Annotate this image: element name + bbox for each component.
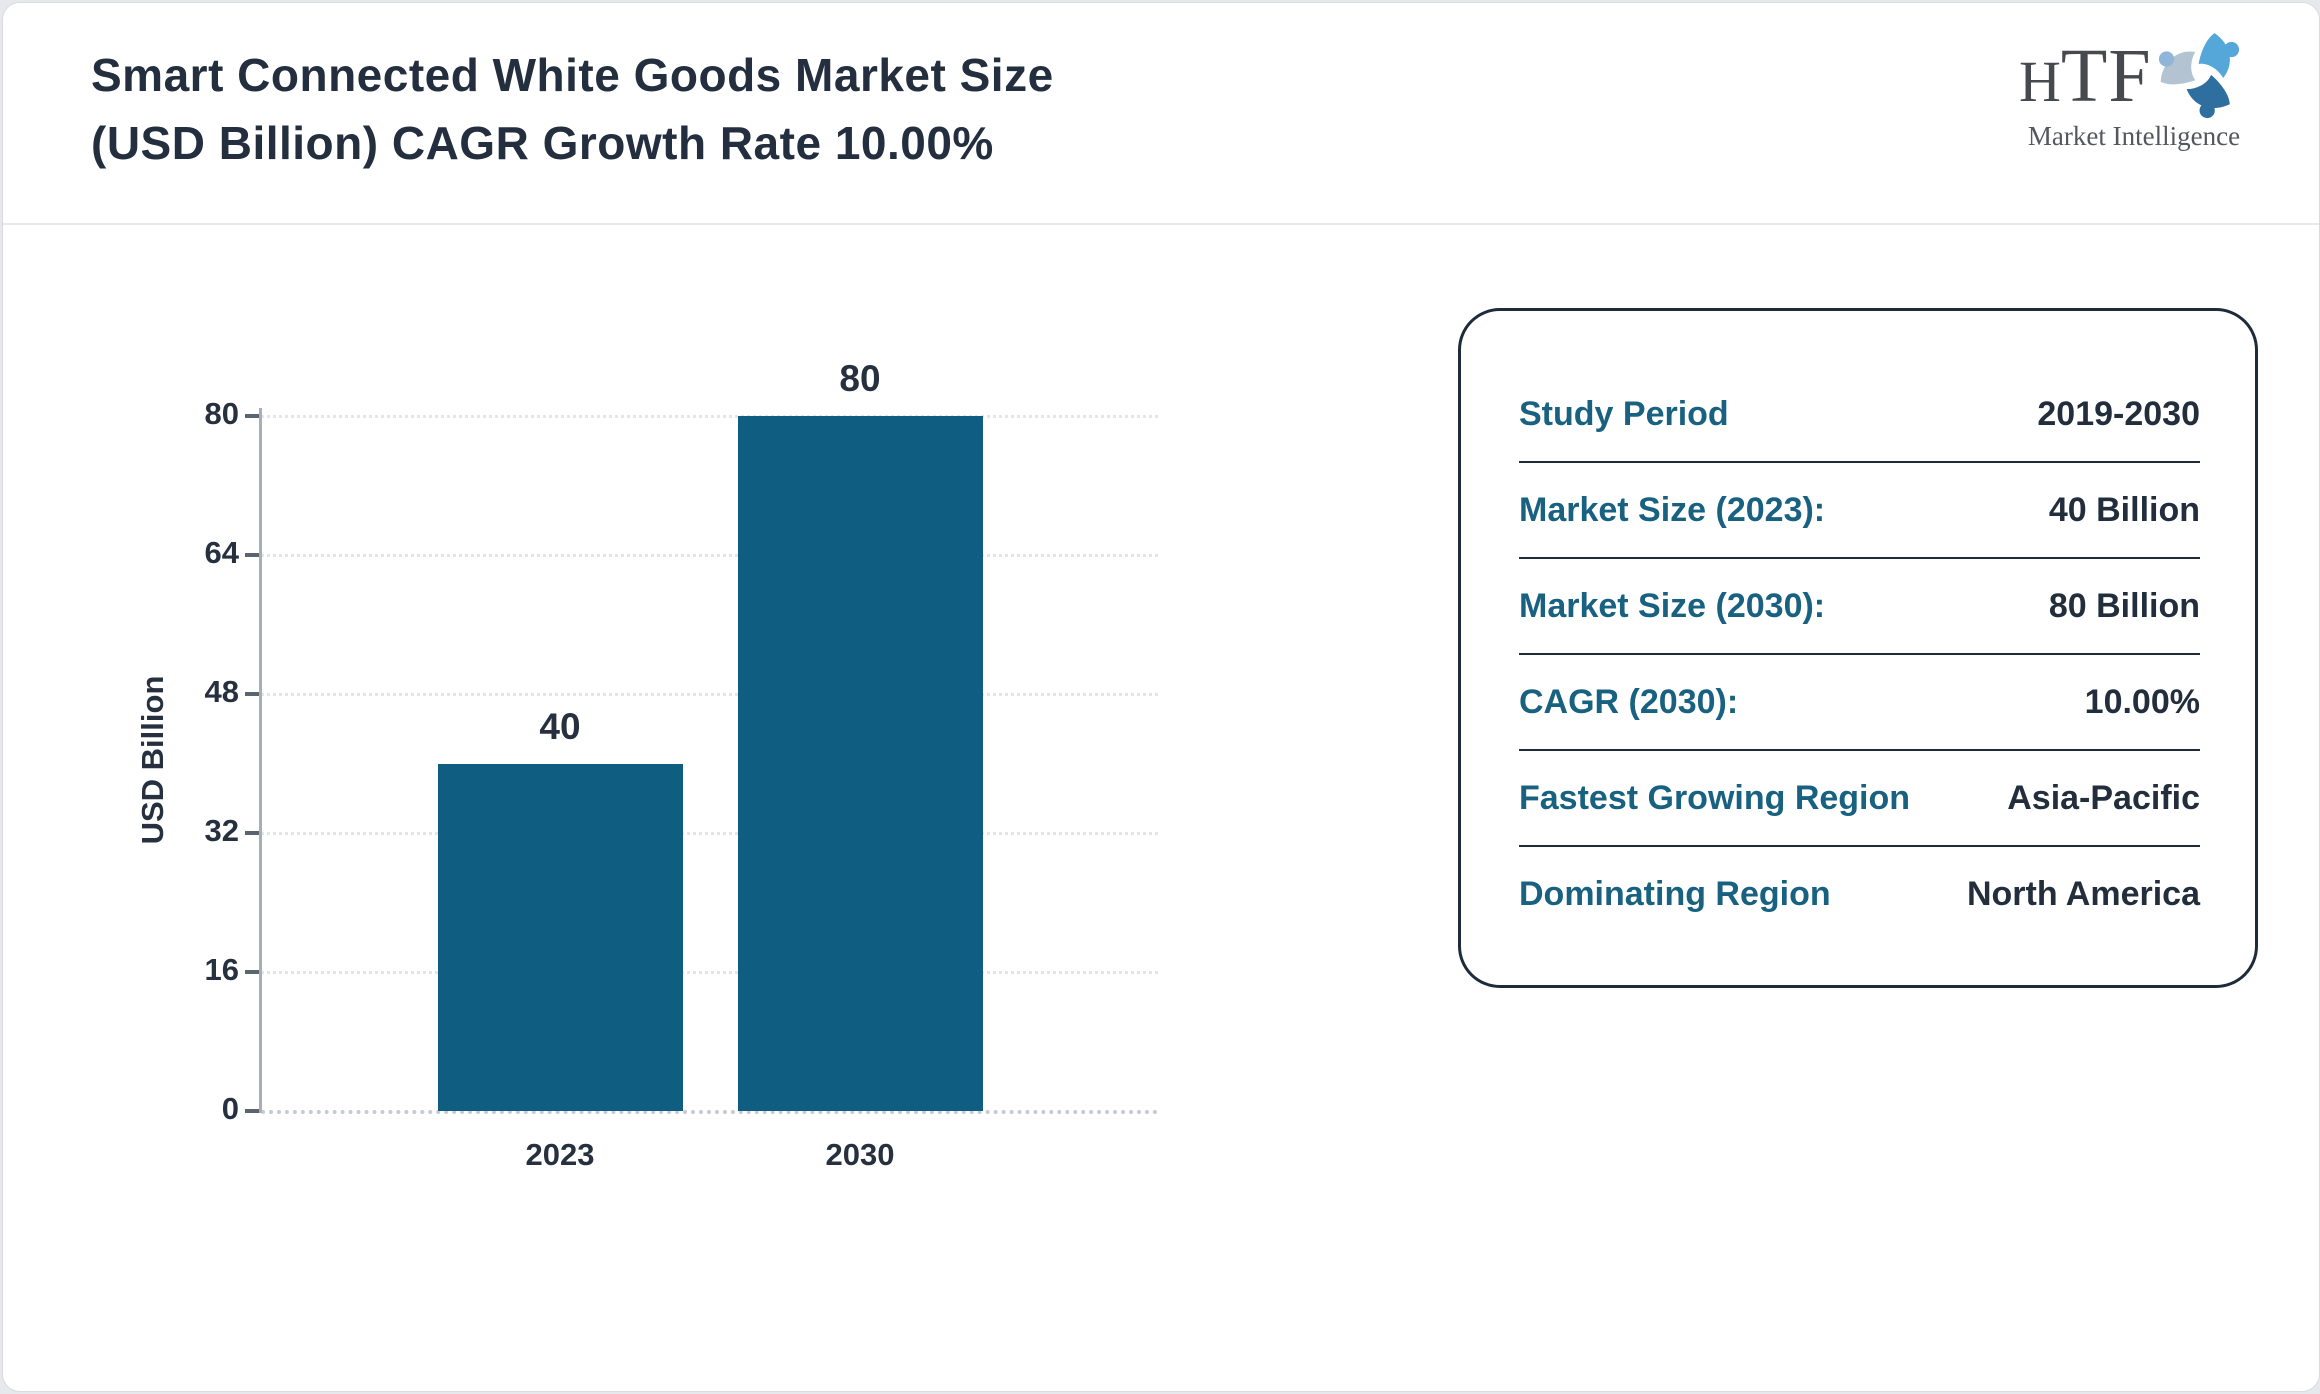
- y-tick-32: [245, 831, 261, 835]
- info-row-value: 80 Billion: [2048, 586, 2200, 625]
- htf-logo-letters-tf: TF: [2060, 33, 2152, 118]
- info-row-3: Market Size (2030): 80 Billion: [1519, 559, 2200, 655]
- htf-logo-wordmark: H TF: [2019, 33, 2152, 120]
- info-row-label: Market Size (2030):: [1519, 586, 1826, 625]
- header: Smart Connected White Goods Market Size …: [3, 3, 2319, 225]
- info-row-4: CAGR (2030): 10.00%: [1519, 655, 2200, 751]
- gridline-16: [261, 971, 1158, 974]
- bar-2023: [437, 763, 683, 1111]
- x-tick-label-2030: 2030: [825, 1137, 895, 1172]
- info-row-value: 10.00%: [2084, 682, 2200, 721]
- x-tick-label-2023: 2023: [525, 1137, 595, 1172]
- info-row-label: CAGR (2030):: [1519, 682, 1739, 721]
- htf-logo: H TF: [2019, 31, 2249, 152]
- y-tick-label-32: 32: [204, 813, 239, 848]
- info-panel-rows: Study Period 2019-2030 Market Size (2023):…: [1519, 367, 2200, 941]
- three-figures-swirl-icon: [2158, 33, 2239, 119]
- y-tick-48: [245, 692, 261, 696]
- info-row-value: North America: [1966, 874, 2200, 913]
- info-row-6: Dominating Region North America: [1519, 847, 2200, 941]
- htf-logo-letter-h: H: [2019, 48, 2061, 114]
- info-row-5: Fastest Growing Region Asia-Pacific: [1519, 751, 2200, 847]
- info-row-label: Fastest Growing Region: [1519, 778, 1911, 817]
- y-tick-label-80: 80: [204, 396, 239, 431]
- htf-logo-top: H TF: [2019, 31, 2249, 121]
- info-row-value: Asia-Pacific: [2007, 778, 2200, 817]
- y-tick-label-48: 48: [204, 674, 239, 709]
- info-row-2: Market Size (2023): 40 Billion: [1519, 463, 2200, 559]
- y-tick-label-0: 0: [221, 1091, 239, 1126]
- y-tick-label-64: 64: [204, 535, 239, 570]
- page-title-line2: (USD Billion) CAGR Growth Rate 10.00%: [91, 117, 994, 169]
- bar-2030: [737, 416, 983, 1111]
- y-tick-16: [245, 970, 261, 974]
- bar-value-2023: 40: [539, 705, 581, 747]
- y-tick-0: [245, 1109, 261, 1113]
- info-row-value: 40 Billion: [2048, 490, 2200, 529]
- info-row-label: Study Period: [1519, 394, 1729, 433]
- gridline-32: [261, 832, 1158, 835]
- y-tick-64: [245, 553, 261, 557]
- gridline-48: [261, 693, 1158, 696]
- info-row-value: 2019-2030: [2037, 394, 2200, 433]
- bar-chart: USD Billion 0 16 32 48 64 80 40 2023 80 2030: [3, 3, 2319, 1391]
- gridline-0: [261, 1110, 1158, 1114]
- info-row-label: Market Size (2023):: [1519, 490, 1826, 529]
- y-tick-80: [245, 414, 261, 418]
- y-axis-line: [259, 408, 262, 1113]
- y-tick-label-16: 16: [204, 952, 239, 987]
- page-title-line1: Smart Connected White Goods Market Size: [91, 49, 1054, 101]
- gridline-80: [261, 415, 1158, 418]
- bar-value-2030: 80: [839, 358, 881, 399]
- info-panel: Study Period 2019-2030 Market Size (2023):…: [1458, 308, 2258, 988]
- info-row-label: Dominating Region: [1519, 874, 1831, 913]
- gridline-64: [261, 554, 1158, 557]
- page-title: Smart Connected White Goods Market Size …: [91, 41, 1054, 177]
- y-axis-title: USD Billion: [135, 675, 170, 844]
- info-row-1: Study Period 2019-2030: [1519, 367, 2200, 463]
- htf-logo-subtitle: Market Intelligence: [2027, 121, 2241, 151]
